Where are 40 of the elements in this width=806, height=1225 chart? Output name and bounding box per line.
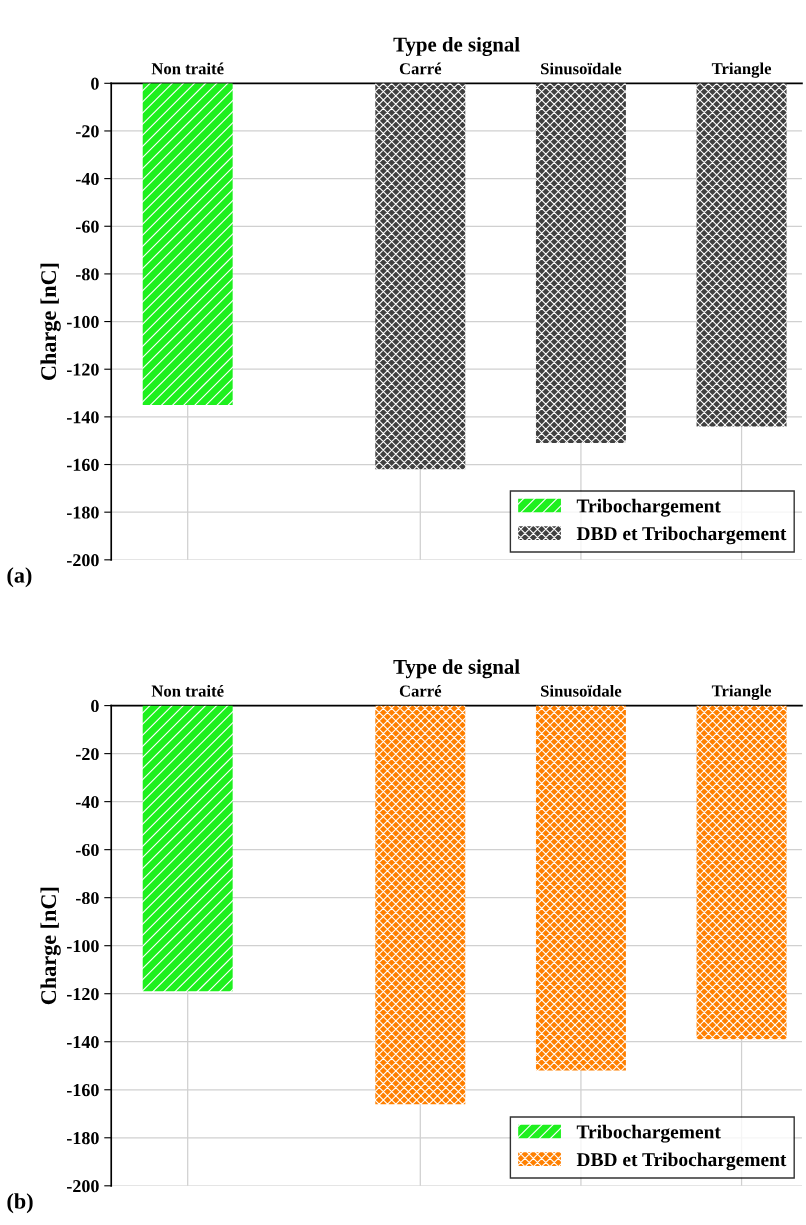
y-tick-label: 0 [91,77,99,90]
y-tick-label: -160 [66,1084,99,1097]
x-tick-label: Triangle [711,684,772,701]
y-tick-label: -200 [66,1180,99,1193]
x-tick-label: Sinusoïdale [541,684,622,697]
x-tick-label: Sinusoïdale [541,62,622,75]
y-tick-label: -120 [66,363,99,376]
y-tick-label: 0 [91,699,99,713]
x-axis-title: Type de signal [393,36,520,56]
legend-label: DBD et Tribochargement [576,1152,787,1171]
legend-label: DBD et Tribochargement [576,526,787,545]
y-tick-label: -140 [66,411,99,424]
y-axis-title: Charge [nC] [40,263,61,381]
y-tick-label: -60 [76,220,99,233]
y-tick-label: -20 [76,125,99,138]
x-tick-label: Non traité [151,62,224,75]
y-tick-label: -180 [66,1132,99,1145]
text: (b) [7,1193,33,1214]
x-tick-label: Carré [399,684,442,697]
x-tick-label: Carré [399,62,442,75]
x-tick-label: Triangle [711,62,772,78]
y-tick-label: -160 [66,458,99,471]
y-tick-label: -80 [76,891,99,905]
y-tick-label: -60 [76,843,99,857]
y-tick-label: -40 [76,172,99,186]
text: (a) [7,567,32,588]
y-tick-label: -40 [76,795,99,809]
x-tick-label: Non traité [151,684,224,697]
y-tick-label: -80 [76,268,99,281]
y-tick-label: -120 [66,987,99,1001]
y-tick-label: -20 [76,747,99,761]
x-axis-title: Type de signal [393,659,520,679]
y-tick-label: -140 [66,1036,99,1049]
y-axis-title: Charge [nC] [40,887,61,1005]
legend-label: Tribochargement [576,498,721,517]
y-tick-label: -100 [66,939,99,953]
y-tick-label: -200 [66,554,99,567]
y-tick-label: -180 [66,506,99,519]
legend-label: Tribochargement [576,1124,721,1143]
y-tick-label: -100 [66,315,99,328]
